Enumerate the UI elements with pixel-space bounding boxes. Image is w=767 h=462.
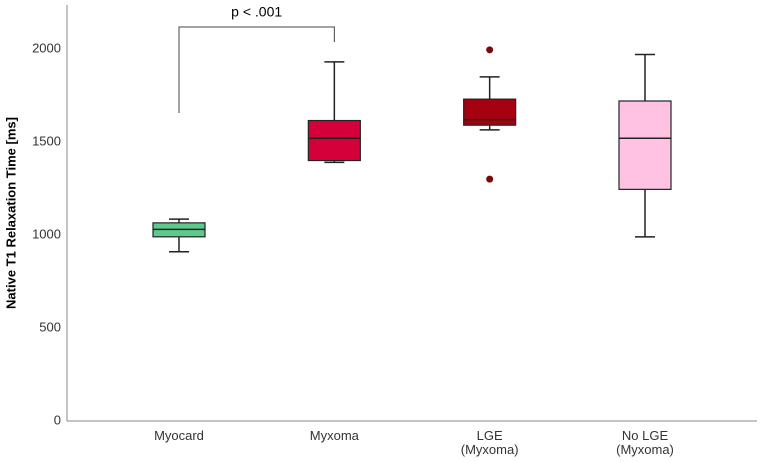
x-tick-label: No LGE (Myxoma)	[616, 428, 674, 457]
box	[618, 100, 672, 190]
significance-bracket	[178, 26, 335, 113]
x-tick-label: Myxoma	[310, 428, 360, 443]
x-tick-label: Myocard	[154, 428, 204, 443]
box	[307, 119, 361, 162]
y-tick-label: 0	[54, 412, 61, 427]
outlier	[486, 175, 494, 183]
y-tick-label: 2000	[32, 40, 61, 55]
box	[463, 98, 517, 126]
outlier	[486, 46, 494, 54]
x-tick-label: LGE (Myxoma)	[461, 428, 519, 457]
annotation: p < .001	[231, 4, 282, 20]
y-tick-label: 1000	[32, 226, 61, 241]
y-tick-label: 1500	[32, 133, 61, 148]
y-tick-label: 500	[39, 319, 61, 334]
y-axis-label: Native T1 Relaxation Time [ms]	[3, 117, 18, 309]
